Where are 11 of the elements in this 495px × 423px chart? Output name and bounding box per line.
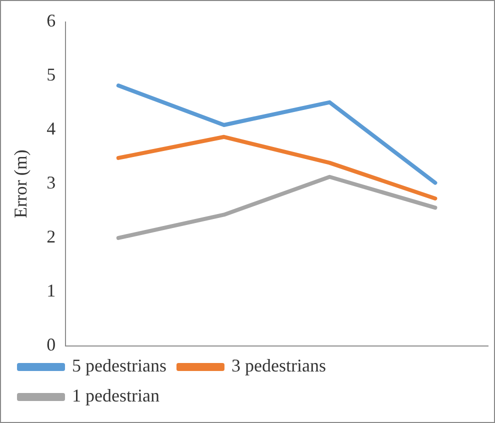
y-tick-label: 3	[46, 172, 56, 193]
y-tick-label: 1	[46, 280, 56, 301]
y-tick-label: 5	[46, 64, 56, 85]
y-tick-label: 4	[46, 118, 56, 139]
y-axis-title: Error (m)	[10, 150, 31, 218]
y-tick-label: 0	[46, 334, 56, 355]
legend-label: 1 pedestrian	[72, 386, 160, 406]
y-tick-label: 2	[46, 226, 56, 247]
legend-label: 3 pedestrians	[231, 356, 326, 376]
legend-label: 5 pedestrians	[72, 356, 166, 376]
y-tick-label: 6	[46, 10, 56, 31]
